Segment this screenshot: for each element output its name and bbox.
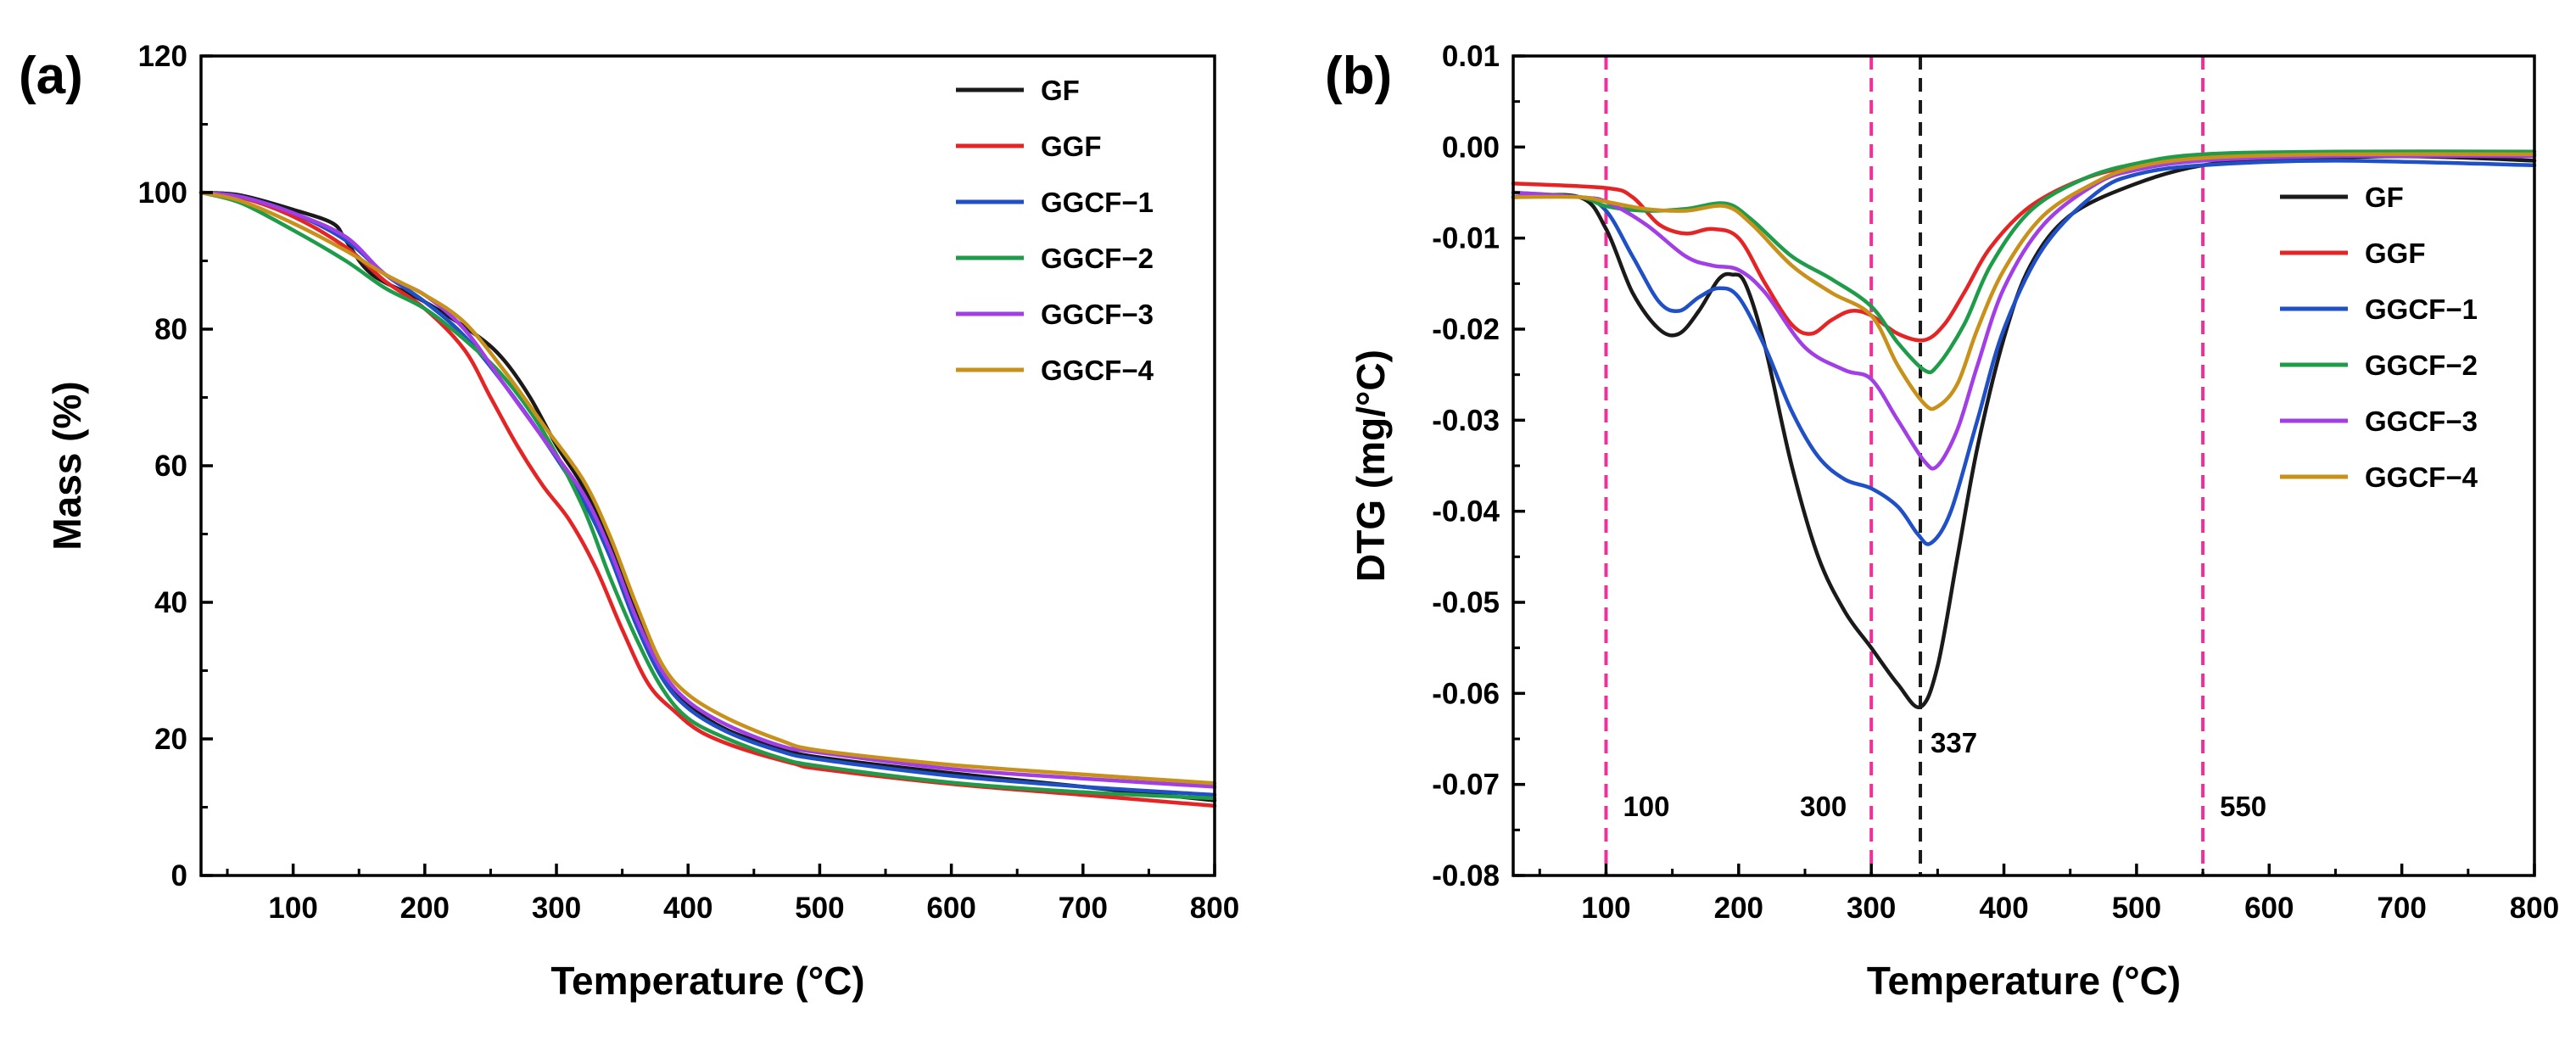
y-tick-label: 120 [138, 40, 187, 73]
y-axis-title: Mass (%) [45, 381, 89, 550]
legend-label-GGCF−2: GGCF−2 [1041, 243, 1154, 274]
legend-label-GGF: GGF [1041, 131, 1102, 162]
x-tick-label: 800 [1190, 892, 1239, 925]
legend-label-GGCF−3: GGCF−3 [2365, 406, 2478, 437]
x-tick-label: 800 [2510, 892, 2559, 925]
panel-b-chart: 100 200 300 400 500 600 700 800 -0.08 -0.07 -0.06 -… [1325, 40, 2559, 1003]
legend-label-GGCF−3: GGCF−3 [1041, 299, 1154, 330]
y-tick-label: 100 [138, 176, 187, 210]
legend-label-GGF: GGF [2365, 238, 2426, 269]
legend-label-GGCF−4: GGCF−4 [1041, 355, 1154, 386]
plot-frame [199, 54, 1216, 877]
x-tick-label: 400 [1979, 892, 2028, 925]
y-tick-label: 0 [171, 859, 187, 892]
y-tick-label: 40 [154, 586, 187, 619]
legend-label-GF: GF [1041, 75, 1080, 106]
series-line-GF [1511, 154, 2537, 709]
legend: GF GGF GGCF−1 GGCF−2 GGCF−3 GGCF−4 [2280, 182, 2478, 493]
y-tick-label: -0.05 [1432, 586, 1500, 619]
reference-label-337: 337 [1931, 727, 1977, 758]
x-tick-label: 200 [1714, 892, 1763, 925]
series-line-GGCF−1 [1511, 159, 2537, 546]
series-line-GGF [198, 190, 1217, 808]
x-tick-label: 500 [2112, 892, 2161, 925]
y-tick-label: -0.06 [1432, 677, 1500, 710]
legend: GF GGF GGCF−1 GGCF−2 GGCF−3 GGCF−4 [956, 75, 1154, 386]
series-line-GGCF−3 [1511, 154, 2537, 471]
x-tick-label: 700 [2377, 892, 2426, 925]
legend-label-GGCF−4: GGCF−4 [2365, 461, 2478, 493]
x-tick-label: 700 [1059, 892, 1108, 925]
x-tick-label: 200 [400, 892, 450, 925]
reference-label-300: 300 [1800, 791, 1847, 822]
panel-a-chart: 100 200 300 400 500 600 700 800 0 20 40 60 80 100 120 T… [19, 40, 1239, 1003]
y-tick-label: 0.00 [1442, 131, 1500, 164]
panel-label: (a) [19, 47, 83, 105]
reference-label-550: 550 [2220, 791, 2266, 822]
y-axis-title: DTG (mg/°C) [1349, 350, 1393, 582]
series-line-GGCF−4 [198, 190, 1217, 786]
x-tick-label: 100 [1581, 892, 1630, 925]
series-line-GGCF−1 [198, 190, 1217, 797]
y-tick-label: -0.01 [1432, 222, 1500, 255]
x-tick-label: 600 [2244, 892, 2294, 925]
series-line-GGCF−4 [1511, 152, 2537, 411]
x-tick-label: 100 [268, 892, 317, 925]
x-axis-title: Temperature (°C) [550, 959, 864, 1003]
series-line-GGCF−2 [198, 190, 1217, 801]
x-tick-label: 300 [1847, 892, 1896, 925]
x-tick-label: 400 [663, 892, 712, 925]
y-tick-label: -0.07 [1432, 769, 1500, 802]
y-tick-label: -0.03 [1432, 404, 1500, 437]
x-axis-title: Temperature (°C) [1867, 959, 2181, 1003]
legend-label-GGCF−1: GGCF−1 [1041, 187, 1154, 218]
x-tick-label: 600 [926, 892, 975, 925]
y-tick-label: 0.01 [1442, 40, 1500, 73]
y-tick-label: 60 [154, 450, 187, 483]
x-tick-label: 300 [532, 892, 581, 925]
x-tick-label: 500 [795, 892, 844, 925]
series-line-GGCF−3 [198, 190, 1217, 789]
y-tick-label: -0.04 [1432, 495, 1500, 529]
legend-label-GGCF−2: GGCF−2 [2365, 350, 2478, 381]
y-tick-label: 80 [154, 313, 187, 346]
y-tick-label: 20 [154, 723, 187, 756]
y-tick-label: -0.08 [1432, 859, 1500, 892]
legend-label-GF: GF [2365, 182, 2404, 213]
reference-label-100: 100 [1623, 791, 1669, 822]
y-tick-label: -0.02 [1432, 313, 1500, 346]
panel-label: (b) [1325, 47, 1392, 105]
legend-label-GGCF−1: GGCF−1 [2365, 294, 2478, 325]
